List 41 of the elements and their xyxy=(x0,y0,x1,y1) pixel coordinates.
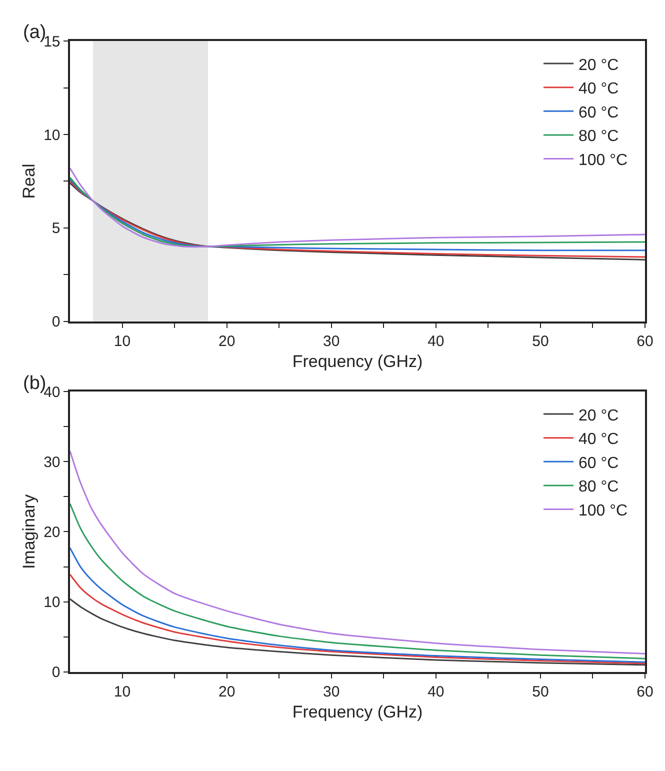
legend-label: 100 °C xyxy=(578,152,628,169)
legend-label: 20 °C xyxy=(578,407,619,424)
legend-label: 100 °C xyxy=(578,502,628,520)
x-tick-label: 30 xyxy=(323,684,340,701)
legend-label: 40 °C xyxy=(578,431,619,448)
y-tick-label: 0 xyxy=(52,664,60,682)
x-tick-label: 50 xyxy=(532,684,549,701)
line-series xyxy=(70,502,645,660)
legend-label: 80 °C xyxy=(578,128,619,146)
x-axis-title: Frequency (GHz) xyxy=(292,352,423,372)
line-series xyxy=(70,574,645,664)
x-tick-label: 20 xyxy=(218,684,236,701)
y-tick-label: 10 xyxy=(44,594,60,612)
x-tick-label: 20 xyxy=(218,333,236,350)
x-tick-label: 60 xyxy=(636,333,654,350)
y-tick-label: 20 xyxy=(44,524,60,541)
y-axis-title: Imaginary xyxy=(20,494,39,570)
legend-label: 60 °C xyxy=(578,104,619,122)
line-series xyxy=(70,547,645,663)
x-tick-label: 10 xyxy=(114,333,131,350)
y-tick-label: 30 xyxy=(44,454,60,471)
x-tick-label: 60 xyxy=(636,684,654,701)
y-tick-label: 15 xyxy=(44,33,60,50)
x-tick-label: 10 xyxy=(114,684,131,701)
legend-label: 40 °C xyxy=(578,80,619,98)
line-series xyxy=(70,450,645,654)
legend-label: 80 °C xyxy=(578,478,619,496)
y-tick-label: 0 xyxy=(52,314,60,331)
x-tick-label: 30 xyxy=(323,333,340,350)
legend-label: 60 °C xyxy=(578,454,619,472)
legend-label: 20 °C xyxy=(578,56,619,74)
chart-title: (a) xyxy=(23,22,46,43)
y-tick-label: 40 xyxy=(44,384,60,401)
x-axis-title: Frequency (GHz) xyxy=(292,702,423,722)
y-tick-label: 5 xyxy=(52,220,60,238)
y-tick-label: 10 xyxy=(44,126,60,144)
x-tick-label: 40 xyxy=(428,333,444,350)
line-series xyxy=(70,598,645,666)
y-axis-title: Real xyxy=(20,164,39,199)
x-tick-label: 40 xyxy=(428,684,444,701)
x-tick-label: 50 xyxy=(532,333,549,350)
